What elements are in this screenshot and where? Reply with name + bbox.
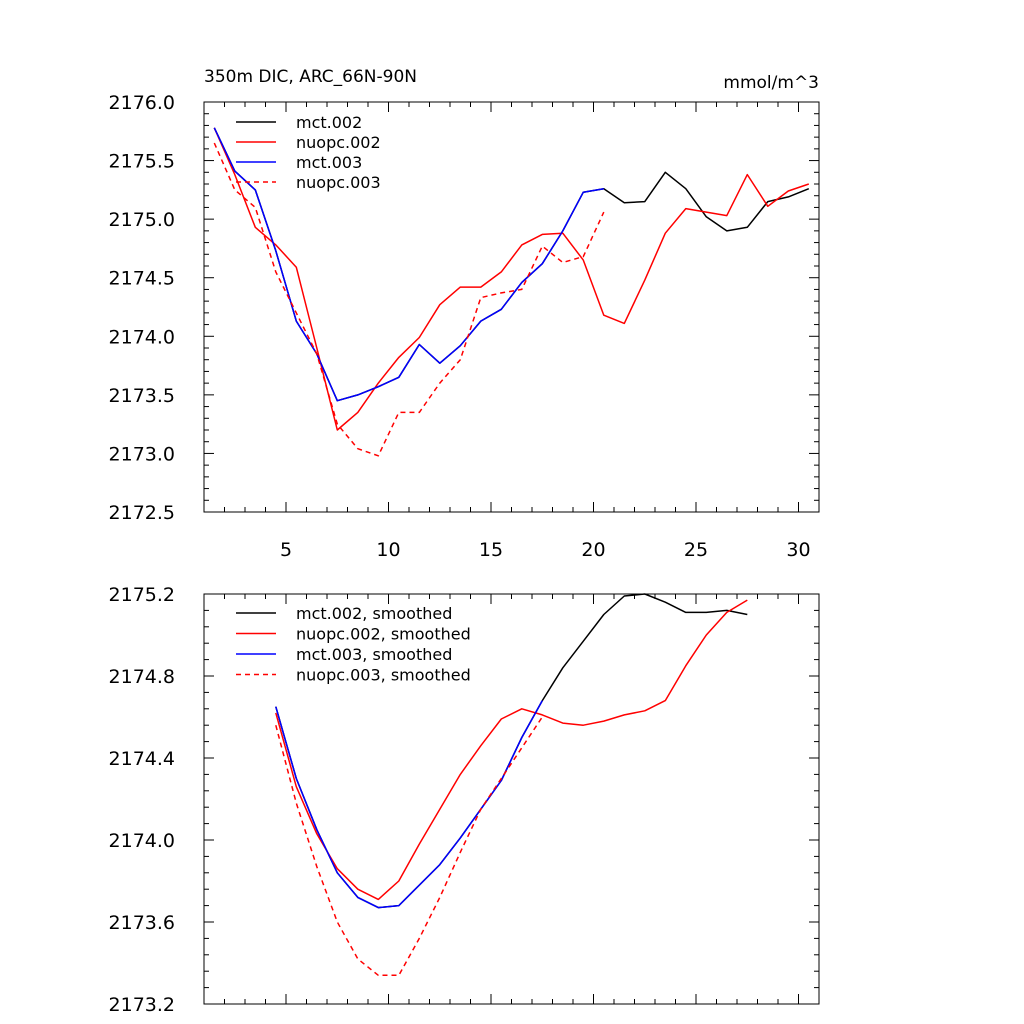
series-line-mct-003-smoothed [275, 700, 543, 909]
legend-label-nuopc-002: nuopc.002 [296, 133, 381, 152]
bottom-panel: 2173.2 2173.6 2174.0 2174.4 2174.8 2175.… [109, 584, 820, 1016]
top-y-tick-label: 2174.5 [109, 268, 175, 290]
series-line-mct-003 [213, 127, 604, 402]
bottom-legend: mct.002, smoothed nuopc.002, smoothed mc… [236, 604, 471, 685]
bottom-y-tick-label: 2175.2 [109, 584, 175, 606]
legend-label-mct-002-smoothed: mct.002, smoothed [296, 604, 452, 623]
series-line-nuopc-003 [213, 142, 605, 457]
bottom-y-tick-labels: 2173.2 2173.6 2174.0 2174.4 2174.8 2175.… [109, 584, 175, 1016]
legend-label-nuopc-003-smoothed: nuopc.003, smoothed [296, 666, 471, 685]
top-x-tick-label: 15 [479, 539, 503, 561]
top-y-tick-label: 2172.5 [109, 502, 175, 524]
top-panel: 350m DIC, ARC_66N-90N mmol/m^3 2172.5 21… [109, 67, 820, 561]
top-x-tick-label: 20 [581, 539, 605, 561]
top-title-left: 350m DIC, ARC_66N-90N [204, 67, 417, 87]
bottom-y-tick-label: 2173.2 [109, 994, 175, 1016]
bottom-ticks [203, 593, 820, 1005]
series-line-nuopc-002-smoothed [275, 599, 748, 901]
legend-label-nuopc-003: nuopc.003 [296, 173, 381, 192]
top-y-tick-label: 2175.5 [109, 151, 175, 173]
top-y-tick-label: 2173.5 [109, 385, 175, 407]
bottom-y-tick-label: 2174.4 [109, 748, 175, 770]
top-y-tick-labels: 2172.5 2173.0 2173.5 2174.0 2174.5 2175.… [109, 92, 175, 524]
legend-label-mct-003: mct.003 [296, 153, 362, 172]
top-x-tick-label: 25 [684, 539, 708, 561]
legend-label-nuopc-002-smoothed: nuopc.002, smoothed [296, 625, 471, 644]
bottom-series-group [275, 593, 748, 977]
top-y-tick-label: 2173.0 [109, 443, 175, 465]
top-y-tick-label: 2175.0 [109, 209, 175, 231]
legend-label-mct-002: mct.002 [296, 113, 362, 132]
legend-label-mct-003-smoothed: mct.003, smoothed [296, 645, 452, 664]
top-y-tick-label: 2176.0 [109, 92, 175, 114]
top-legend: mct.002 nuopc.002 mct.003 nuopc.003 [236, 113, 381, 192]
bottom-y-tick-label: 2174.8 [109, 666, 175, 688]
series-line-nuopc-002 [213, 127, 810, 431]
top-x-tick-label: 5 [280, 539, 292, 561]
top-series-group [213, 127, 810, 457]
bottom-y-tick-label: 2174.0 [109, 830, 175, 852]
top-x-tick-label: 30 [786, 539, 810, 561]
top-ticks [203, 101, 820, 513]
series-line-nuopc-003-smoothed [275, 716, 543, 977]
bottom-y-tick-label: 2173.6 [109, 912, 175, 934]
top-title-right: mmol/m^3 [723, 73, 819, 93]
top-y-tick-label: 2174.0 [109, 326, 175, 348]
top-x-tick-label: 10 [376, 539, 400, 561]
top-x-tick-labels: 5 10 15 20 25 30 [280, 539, 811, 561]
